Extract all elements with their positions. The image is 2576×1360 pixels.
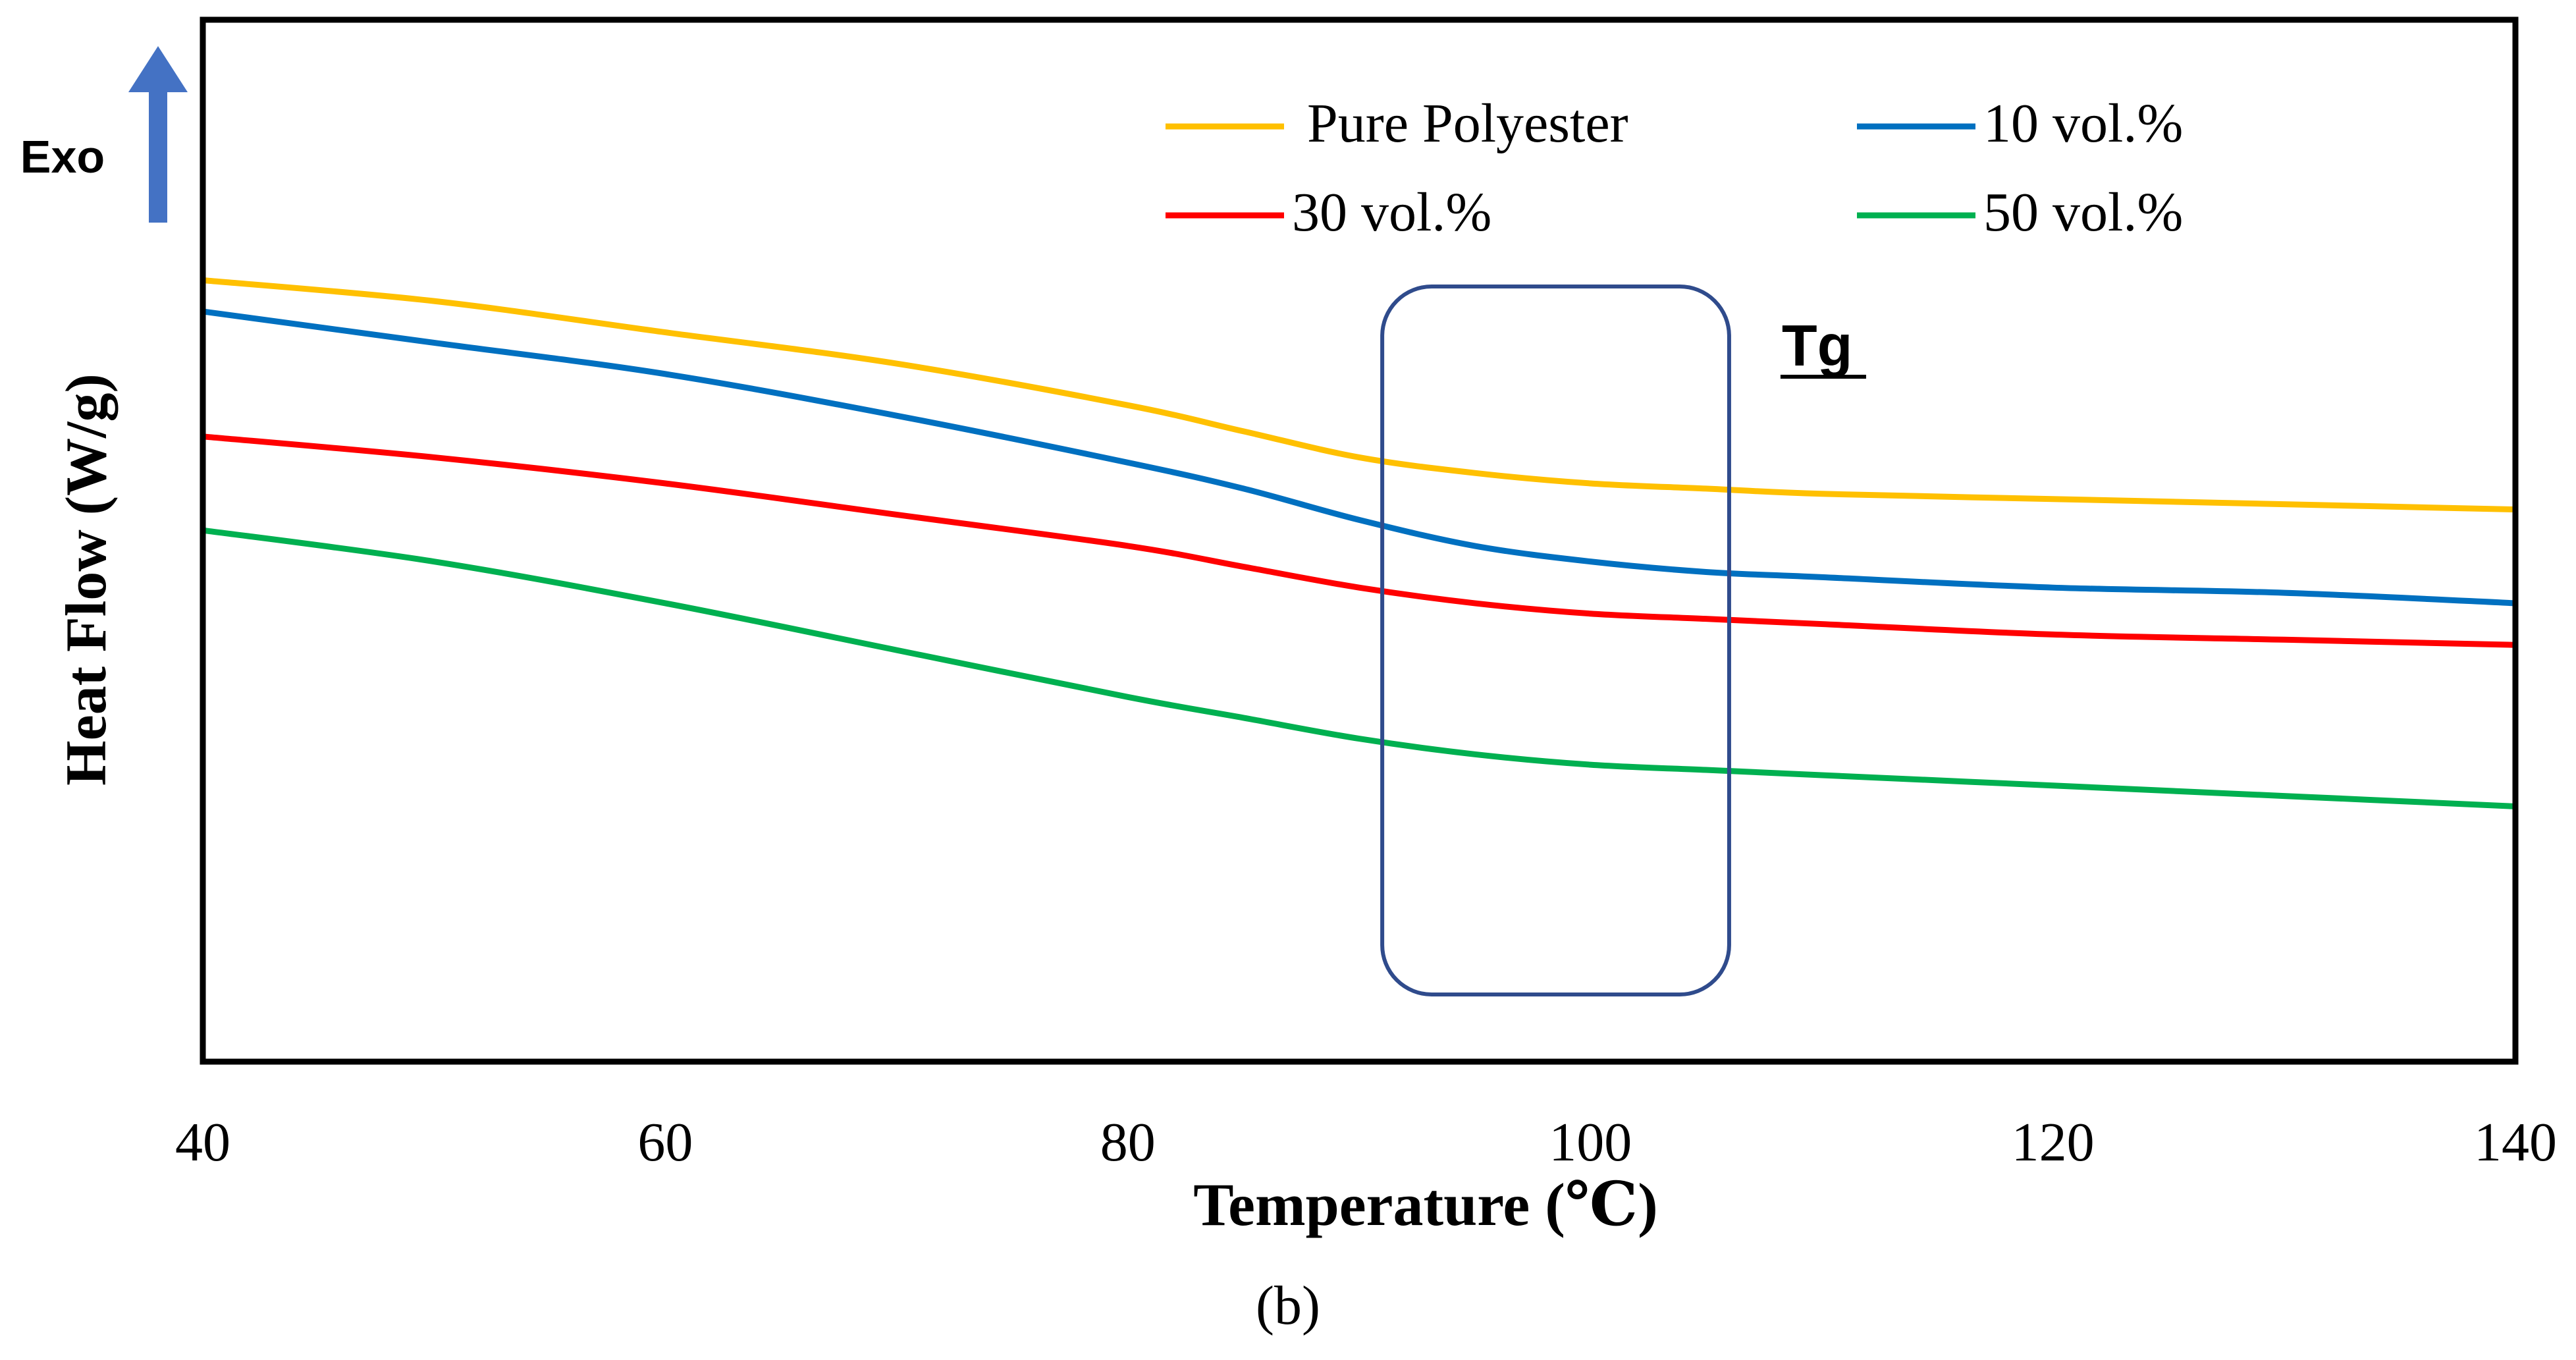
x-tick-label-80: 80: [1100, 1112, 1156, 1173]
y-axis-label: Heat Flow (W/g): [55, 373, 119, 786]
tg-region-box: [1380, 285, 1731, 996]
series-line-50-vol: [202, 527, 2516, 809]
legend-label-pure-polyester: Pure Polyester: [1307, 93, 1628, 154]
legend-label-10-vol: 10 vol.%: [1983, 93, 2183, 154]
legend-label-50-vol: 50 vol.%: [1983, 182, 2183, 243]
tg-label: Tg: [1782, 313, 1853, 378]
x-tick-label-120: 120: [2012, 1112, 2095, 1173]
legend-label-30-vol: 30 vol.%: [1292, 182, 1491, 243]
x-tick-label-40: 40: [175, 1112, 230, 1173]
x-axis-ticks: 40 60 80 100 120 140: [175, 1112, 2557, 1173]
series-line-pure-polyester: [202, 277, 2516, 513]
exo-arrow-icon: [128, 46, 188, 223]
tg-annotation: Tg: [1380, 285, 1866, 996]
series-line-30-vol: [202, 433, 2516, 648]
panel-label: (b): [1256, 1275, 1320, 1336]
x-tick-label-60: 60: [637, 1112, 693, 1173]
x-tick-label-140: 140: [2474, 1112, 2557, 1173]
exo-indicator: Exo: [20, 46, 188, 223]
series-line-10-vol: [202, 308, 2516, 607]
series-layer: [202, 277, 2516, 809]
x-axis-label: Temperature (℃): [1193, 1171, 1658, 1238]
exo-label: Exo: [20, 131, 105, 182]
plot-frame: [200, 16, 2519, 1065]
x-tick-label-100: 100: [1549, 1112, 1632, 1173]
legend: Pure Polyester 10 vol.% 30 vol.% 50 vol.…: [1166, 93, 2183, 243]
